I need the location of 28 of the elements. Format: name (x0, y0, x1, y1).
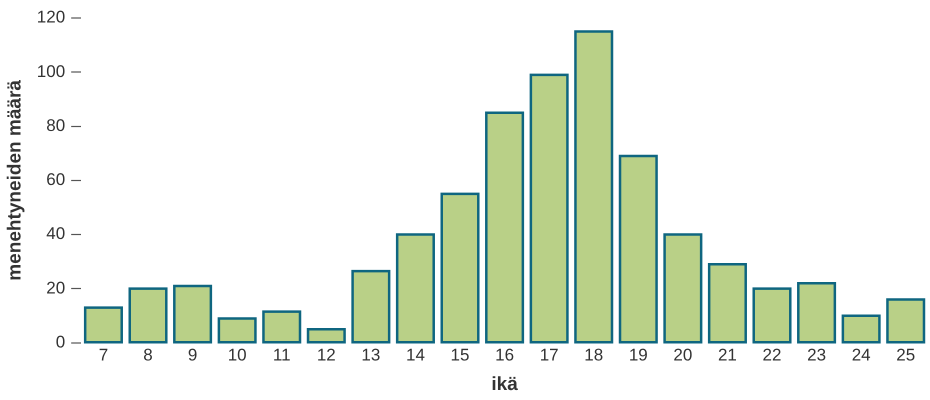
x-tick-label: 10 (228, 346, 247, 365)
x-tick-label: 9 (188, 346, 198, 365)
y-tick-label: 0 (56, 332, 66, 352)
x-tick-label: 19 (628, 346, 648, 365)
x-tick-label: 15 (450, 346, 470, 365)
x-tick-label: 21 (718, 346, 737, 365)
y-tick-label: 20 (46, 278, 66, 298)
x-axis-title: ikä (491, 374, 518, 395)
x-tick-label: 20 (673, 346, 692, 365)
y-tick-label: 80 (46, 116, 66, 135)
y-tick-label: 60 (46, 170, 66, 190)
y-tick-label: 120 (36, 8, 66, 27)
x-tick-label: 23 (807, 346, 826, 365)
y-tick-label: 40 (46, 224, 66, 244)
x-tick-label: 8 (143, 346, 153, 365)
y-tick-label: 100 (36, 62, 66, 81)
x-tick-label: 25 (896, 346, 916, 365)
x-tick-label: 22 (762, 346, 782, 365)
x-tick-label: 14 (406, 346, 425, 365)
x-tick-label: 12 (316, 346, 336, 365)
y-axis-title: menehtyneiden määrä (4, 80, 26, 281)
x-tick-label: 16 (495, 346, 514, 365)
x-tick-label: 24 (852, 346, 871, 365)
x-tick-label: 7 (98, 346, 108, 365)
x-tick-label: 13 (361, 346, 380, 365)
x-tick-label: 18 (584, 346, 604, 365)
x-tick-label: 11 (272, 346, 291, 365)
x-tick-label: 17 (540, 346, 559, 365)
